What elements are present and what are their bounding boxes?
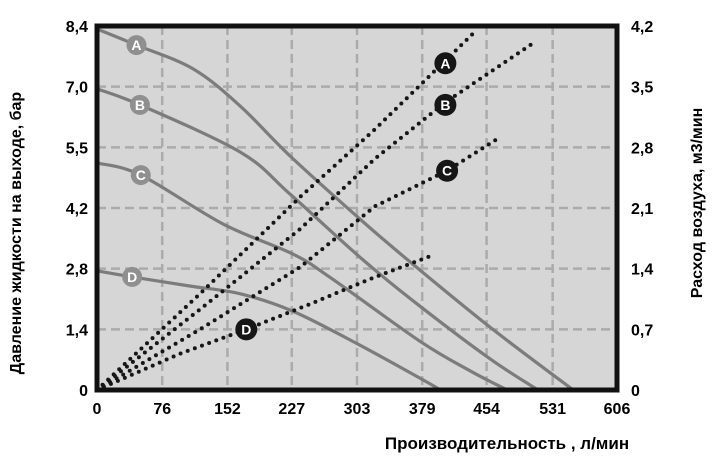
air-curve-D [95,253,434,392]
pressure-curve-B [95,87,540,392]
x-tick-label: 606 [604,401,631,418]
y-right-tick-label: 1,4 [631,262,653,279]
curve-label-letter: B [440,97,450,113]
curve-label-letter: D [127,269,137,285]
plot-border [94,23,620,393]
curve-label-circle [129,94,150,115]
curve-label-circle [434,93,457,116]
x-tick-label: 0 [93,401,102,418]
y-right-tick-label: 0 [631,383,640,400]
curve-label-letter: A [131,37,141,53]
y-right-tick-label: 0,7 [631,322,653,339]
y-right-tick-label: 2,8 [631,140,653,157]
curve-label-circle [122,266,143,287]
x-axis-title: Производительность , л/мин [385,434,629,453]
curve-label-letter: A [440,55,450,71]
x-tick-label: 227 [278,401,305,418]
curve-label-letter: C [136,167,146,183]
curve-label-circle [434,52,457,75]
curve-label-circle [235,318,258,341]
x-tick-label: 303 [344,401,371,418]
curve-label-letter: C [442,163,452,179]
y-right-tick-label: 2,1 [631,201,653,218]
y-left-tick-label: 5,5 [66,140,88,157]
x-tick-label: 379 [409,401,436,418]
curve-label-circle [126,35,147,56]
curve-label-C: C [436,159,459,182]
y-left-tick-label: 4,2 [66,201,88,218]
curve-label-circle [130,165,151,186]
x-tick-label: 454 [473,401,500,418]
pressure-curve-C [95,161,509,392]
y-left-tick-label: 1,4 [66,322,88,339]
x-tick-label: 531 [539,401,566,418]
curve-label-B: B [434,93,457,116]
y-left-tick-label: 0 [79,383,88,400]
air-curve-B [95,39,538,392]
y-left-tick-label: 7,0 [66,80,88,97]
curve-label-letter: D [241,321,251,337]
y-left-tick-label: 2,8 [66,262,88,279]
curve-label-A: A [126,35,147,56]
y-right-axis-title: Расход воздуха, м3/мин [689,108,706,299]
x-tick-label: 76 [153,401,171,418]
curve-label-D: D [235,318,258,341]
curve-label-circle [436,159,459,182]
pressure-curve-A [95,27,575,392]
y-right-tick-label: 3,5 [631,80,653,97]
air-curve-A [95,31,475,392]
y-left-axis-title: Давление жидкости на выходе, бар [8,92,25,375]
y-right-tick-label: 4,2 [631,19,653,36]
curve-label-C: C [130,165,151,186]
curve-label-D: D [122,266,143,287]
curve-label-A: A [434,52,457,75]
curve-label-letter: B [135,97,145,113]
y-left-tick-label: 8,4 [66,19,88,36]
x-tick-label: 152 [214,401,241,418]
curve-label-B: B [129,94,150,115]
